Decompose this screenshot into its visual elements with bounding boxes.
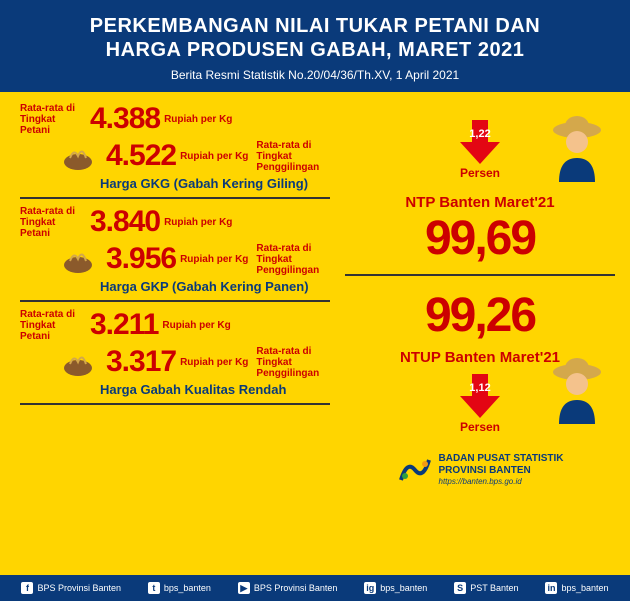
social-label: bps_banten xyxy=(380,583,427,593)
petani-value: 4.388 xyxy=(90,102,160,136)
category-label: Harga GKP (Gabah Kering Panen) xyxy=(100,279,330,294)
penggilingan-row: 3.956 Rupiah per Kg Rata-rata di Tingkat… xyxy=(60,241,330,277)
subtitle: Berita Resmi Statistik No.20/04/36/Th.XV… xyxy=(20,68,610,82)
wheat-icon xyxy=(60,138,96,174)
down-arrow: 1,22 Persen xyxy=(460,120,500,180)
ntp-value: 99,69 xyxy=(345,211,615,266)
persen-label: Persen xyxy=(460,166,500,180)
penggilingan-label: Rata-rata di Tingkat Penggilingan xyxy=(256,140,322,173)
footer: f BPS Provinsi Banten t bps_banten ▶ BPS… xyxy=(0,575,630,601)
facebook-icon: f xyxy=(21,582,33,594)
body: Rata-rata di Tingkat Petani 4.388 Rupiah… xyxy=(0,92,630,575)
petani-value: 3.840 xyxy=(90,205,160,239)
bps-line2: PROVINSI BANTEN xyxy=(439,465,564,477)
header: PERKEMBANGAN NILAI TUKAR PETANI DAN HARG… xyxy=(0,0,630,92)
arrow-value: 1,12 xyxy=(469,382,490,394)
down-arrow: 1,12 Persen xyxy=(460,374,500,434)
wheat-icon xyxy=(60,344,96,380)
social-skype: S PST Banten xyxy=(454,582,518,594)
bps-block: BADAN PUSAT STATISTIK PROVINSI BANTEN ht… xyxy=(345,452,615,488)
social-label: bps_banten xyxy=(561,583,608,593)
bps-logo-icon xyxy=(397,452,433,488)
left-column: Rata-rata di Tingkat Petani 4.388 Rupiah… xyxy=(0,92,340,575)
social-facebook: f BPS Provinsi Banten xyxy=(21,582,121,594)
petani-row: Rata-rata di Tingkat Petani 4.388 Rupiah… xyxy=(20,102,330,136)
petani-row: Rata-rata di Tingkat Petani 3.211 Rupiah… xyxy=(20,308,330,342)
persen-label: Persen xyxy=(460,420,500,434)
twitter-icon: t xyxy=(148,582,160,594)
ntp-block: 1,22 Persen NTP Banten Maret'21 99,69 xyxy=(345,102,615,266)
bps-line1: BADAN PUSAT STATISTIK xyxy=(439,453,564,465)
farmer-icon xyxy=(549,112,605,182)
social-instagram: ig bps_banten xyxy=(364,582,427,594)
unit: Rupiah per Kg xyxy=(162,320,230,331)
bps-text: BADAN PUSAT STATISTIK PROVINSI BANTEN ht… xyxy=(439,453,564,487)
penggilingan-label: Rata-rata di Tingkat Penggilingan xyxy=(256,243,322,276)
category-label: Harga Gabah Kualitas Rendah xyxy=(100,382,330,397)
unit: Rupiah per Kg xyxy=(180,254,248,265)
petani-label: Rata-rata di Tingkat Petani xyxy=(20,103,86,136)
right-column: 1,22 Persen NTP Banten Maret'21 99,69 xyxy=(340,92,630,575)
title-line2: HARGA PRODUSEN GABAH, MARET 2021 xyxy=(20,38,610,62)
unit: Rupiah per Kg xyxy=(180,357,248,368)
unit: Rupiah per Kg xyxy=(164,217,232,228)
social-label: bps_banten xyxy=(164,583,211,593)
penggilingan-value: 3.956 xyxy=(106,242,176,276)
social-linkedin: in bps_banten xyxy=(545,582,608,594)
title-line1: PERKEMBANGAN NILAI TUKAR PETANI DAN xyxy=(20,14,610,38)
social-label: PST Banten xyxy=(470,583,518,593)
petani-label: Rata-rata di Tingkat Petani xyxy=(20,206,86,239)
petani-row: Rata-rata di Tingkat Petani 3.840 Rupiah… xyxy=(20,205,330,239)
divider xyxy=(20,403,330,405)
penggilingan-value: 3.317 xyxy=(106,345,176,379)
skype-icon: S xyxy=(454,582,466,594)
unit: Rupiah per Kg xyxy=(164,114,232,125)
social-twitter: t bps_banten xyxy=(148,582,211,594)
price-block-rendah: Rata-rata di Tingkat Petani 3.211 Rupiah… xyxy=(20,308,330,399)
penggilingan-row: 4.522 Rupiah per Kg Rata-rata di Tingkat… xyxy=(60,138,330,174)
social-label: BPS Provinsi Banten xyxy=(37,583,121,593)
divider xyxy=(20,300,330,302)
youtube-icon: ▶ xyxy=(238,582,250,594)
price-block-gkp: Rata-rata di Tingkat Petani 3.840 Rupiah… xyxy=(20,205,330,296)
divider xyxy=(20,197,330,199)
social-youtube: ▶ BPS Provinsi Banten xyxy=(238,582,338,594)
farmer-icon xyxy=(549,354,605,424)
petani-label: Rata-rata di Tingkat Petani xyxy=(20,309,86,342)
petani-value: 3.211 xyxy=(90,308,158,342)
ntp-label: NTP Banten Maret'21 xyxy=(345,194,615,211)
instagram-icon: ig xyxy=(364,582,376,594)
category-label: Harga GKG (Gabah Kering Giling) xyxy=(100,176,330,191)
penggilingan-value: 4.522 xyxy=(106,139,176,173)
divider xyxy=(345,274,615,276)
ntup-block: 99,26 NTUP Banten Maret'21 1,12 Persen xyxy=(345,284,615,488)
bps-url: https://banten.bps.go.id xyxy=(439,477,564,487)
wheat-icon xyxy=(60,241,96,277)
arrow-value: 1,22 xyxy=(469,128,490,140)
price-block-gkg: Rata-rata di Tingkat Petani 4.388 Rupiah… xyxy=(20,102,330,193)
ntup-value: 99,26 xyxy=(345,288,615,343)
linkedin-icon: in xyxy=(545,582,557,594)
infographic-page: PERKEMBANGAN NILAI TUKAR PETANI DAN HARG… xyxy=(0,0,630,601)
penggilingan-row: 3.317 Rupiah per Kg Rata-rata di Tingkat… xyxy=(60,344,330,380)
social-label: BPS Provinsi Banten xyxy=(254,583,338,593)
penggilingan-label: Rata-rata di Tingkat Penggilingan xyxy=(256,346,322,379)
unit: Rupiah per Kg xyxy=(180,151,248,162)
